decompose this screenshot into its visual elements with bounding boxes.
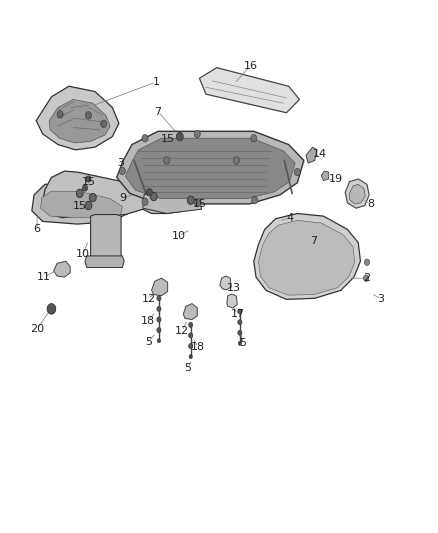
Circle shape xyxy=(189,344,192,348)
Text: 15: 15 xyxy=(192,199,206,209)
Text: 2: 2 xyxy=(364,273,371,283)
Polygon shape xyxy=(91,215,121,260)
Circle shape xyxy=(89,193,96,202)
Polygon shape xyxy=(227,294,237,308)
Text: 4: 4 xyxy=(286,213,293,223)
Text: 13: 13 xyxy=(227,282,241,293)
Circle shape xyxy=(238,330,242,335)
Text: 15: 15 xyxy=(81,176,95,187)
Circle shape xyxy=(294,168,300,176)
Text: 10: 10 xyxy=(76,249,90,260)
Circle shape xyxy=(101,120,107,127)
Polygon shape xyxy=(42,171,199,217)
Circle shape xyxy=(157,338,161,343)
Text: 11: 11 xyxy=(37,272,51,282)
Polygon shape xyxy=(258,220,355,295)
Circle shape xyxy=(82,185,88,191)
Circle shape xyxy=(86,176,91,182)
Text: 20: 20 xyxy=(30,324,44,334)
Circle shape xyxy=(238,319,242,325)
Circle shape xyxy=(142,198,148,206)
Text: 3: 3 xyxy=(117,158,124,168)
Polygon shape xyxy=(306,147,317,163)
Circle shape xyxy=(194,130,200,138)
Circle shape xyxy=(157,317,161,321)
Circle shape xyxy=(233,157,240,164)
Polygon shape xyxy=(321,171,328,181)
Circle shape xyxy=(57,111,63,118)
Text: 7: 7 xyxy=(310,236,318,246)
Polygon shape xyxy=(254,214,360,300)
Circle shape xyxy=(187,196,194,205)
Text: 12: 12 xyxy=(141,294,155,304)
Circle shape xyxy=(157,328,161,332)
Polygon shape xyxy=(117,131,304,204)
Text: 10: 10 xyxy=(172,231,186,241)
Circle shape xyxy=(238,330,242,335)
Circle shape xyxy=(177,132,184,141)
Polygon shape xyxy=(41,191,122,217)
Text: 7: 7 xyxy=(155,107,162,117)
Circle shape xyxy=(364,275,369,281)
Circle shape xyxy=(189,354,192,359)
Polygon shape xyxy=(125,138,295,199)
Circle shape xyxy=(252,197,258,204)
Circle shape xyxy=(47,304,56,314)
Text: 15: 15 xyxy=(73,200,87,211)
Circle shape xyxy=(146,189,152,196)
Text: 16: 16 xyxy=(244,61,258,71)
Polygon shape xyxy=(53,261,70,277)
Text: 5: 5 xyxy=(240,338,247,349)
Circle shape xyxy=(142,134,148,142)
Polygon shape xyxy=(350,184,365,204)
Circle shape xyxy=(157,307,161,311)
Text: 5: 5 xyxy=(184,364,191,373)
Text: 6: 6 xyxy=(34,224,41,235)
Text: 18: 18 xyxy=(141,316,155,326)
Text: 3: 3 xyxy=(378,294,385,304)
Polygon shape xyxy=(85,256,124,268)
Polygon shape xyxy=(184,304,197,319)
Text: 15: 15 xyxy=(161,134,175,144)
Polygon shape xyxy=(49,100,110,143)
Polygon shape xyxy=(199,68,300,113)
Circle shape xyxy=(157,296,161,301)
Polygon shape xyxy=(32,184,130,224)
Circle shape xyxy=(238,309,242,314)
Circle shape xyxy=(85,201,92,210)
Circle shape xyxy=(157,327,161,333)
Circle shape xyxy=(164,157,170,164)
Circle shape xyxy=(238,320,242,324)
Text: 12: 12 xyxy=(175,326,189,336)
Text: 5: 5 xyxy=(145,337,152,347)
Circle shape xyxy=(364,259,370,265)
Circle shape xyxy=(85,112,92,119)
Text: 14: 14 xyxy=(313,149,327,158)
Text: 8: 8 xyxy=(367,199,374,209)
Circle shape xyxy=(194,199,200,207)
Text: 17: 17 xyxy=(231,309,245,319)
Polygon shape xyxy=(220,276,231,290)
Polygon shape xyxy=(152,278,168,296)
Circle shape xyxy=(238,341,242,345)
Polygon shape xyxy=(345,179,369,208)
Circle shape xyxy=(157,306,161,312)
Circle shape xyxy=(189,333,192,337)
Polygon shape xyxy=(36,86,119,150)
Circle shape xyxy=(76,189,83,198)
Text: 19: 19 xyxy=(328,174,343,184)
Polygon shape xyxy=(143,192,201,214)
Text: 18: 18 xyxy=(191,342,205,352)
Circle shape xyxy=(150,192,157,201)
Circle shape xyxy=(251,134,257,142)
Text: 1: 1 xyxy=(152,77,159,87)
Circle shape xyxy=(188,333,193,338)
Circle shape xyxy=(188,322,193,327)
Text: 9: 9 xyxy=(120,192,127,203)
Circle shape xyxy=(188,343,193,349)
Circle shape xyxy=(157,317,161,322)
Circle shape xyxy=(119,167,125,175)
